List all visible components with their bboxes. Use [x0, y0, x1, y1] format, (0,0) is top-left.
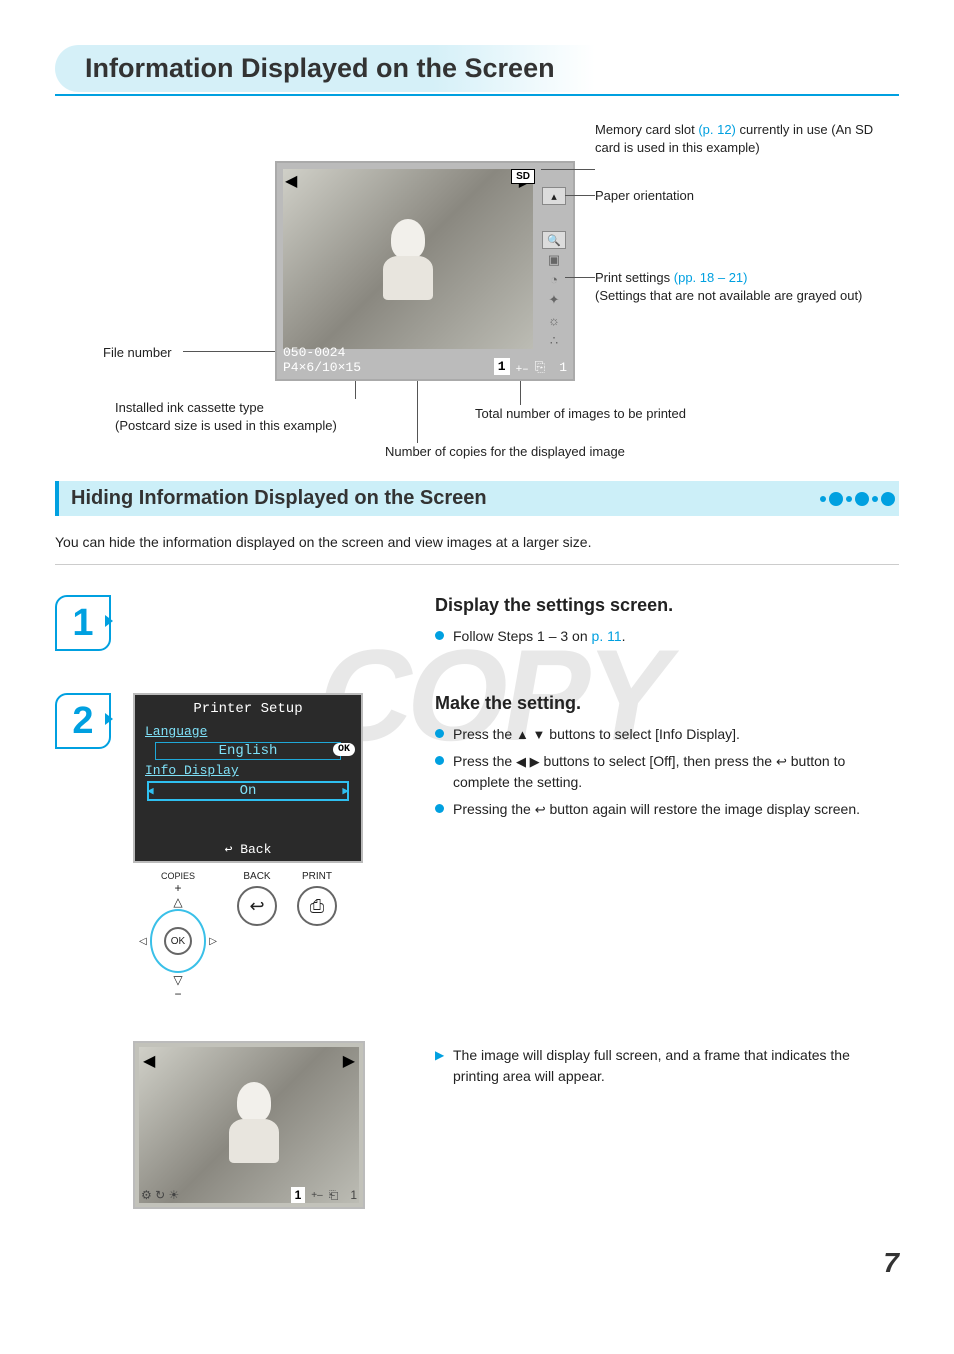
result-row: ◀ ▶ ⚙ ↻ ☀ 1 +– ⎗ 1 The image will displa… [55, 1041, 899, 1209]
preview-plus-minus-icon: +– [311, 1190, 322, 1201]
ok-badge: OK [333, 743, 355, 756]
back-button: BACK ↩ [237, 871, 277, 926]
sd-badge: SD [511, 169, 535, 184]
side-column: ▴ 🔍 ▣ ◔ ✦ ☼ ∴ [539, 187, 569, 350]
setting-icon-4: ☼ [548, 312, 560, 330]
bar-icons: ⚙ ↻ ☀ [141, 1188, 179, 1202]
ok-button: OK [164, 927, 192, 955]
step-2-bullet-1: Press the ▲ ▼ buttons to select [Info Di… [435, 724, 899, 745]
divider [55, 564, 899, 565]
dpad: COPIES +△ ◁ OK ▷ ▽− [139, 871, 217, 1001]
ok-button-circle: OK [150, 909, 207, 973]
lcd-info-display-label: Info Display [141, 762, 355, 779]
return-icon: ↩ [776, 754, 787, 769]
main-title-container: Information Displayed on the Screen [55, 40, 899, 96]
preview-bottom-bar: ⚙ ↻ ☀ 1 +– ⎗ 1 [141, 1187, 357, 1203]
setting-icon-1: ▣ [548, 251, 560, 269]
page-number: 7 [883, 1247, 899, 1279]
callout-memory-slot: Memory card slot (p. 12) currently in us… [595, 121, 895, 156]
step-2-title: Make the setting. [435, 693, 899, 714]
total-images: 1 [559, 360, 567, 375]
lcd-back: ↩ Back [135, 842, 361, 857]
step-1-title: Display the settings screen. [435, 595, 899, 616]
print-queue-icon: ⎘ [535, 360, 545, 375]
lcd-screenshot: ◀ ▶ SD ▴ 🔍 ▣ ◔ ✦ ☼ ∴ 050-0024 P4×6/10×15… [275, 161, 575, 381]
setting-icon-3: ✦ [549, 291, 560, 309]
preview-total: 1 [350, 1188, 357, 1202]
copies-box: 1 [494, 358, 510, 375]
result-text: The image will display full screen, and … [435, 1045, 899, 1087]
screen-info-diagram: ◀ ▶ SD ▴ 🔍 ▣ ◔ ✦ ☼ ∴ 050-0024 P4×6/10×15… [55, 121, 899, 481]
section-title: Hiding Information Displayed on the Scre… [71, 487, 487, 509]
dog-photo [373, 214, 443, 304]
copies-label: COPIES [139, 871, 217, 881]
photo-area [283, 169, 533, 349]
dog-photo-2 [219, 1077, 289, 1167]
step-2-bullet-3: Pressing the ↩ button again will restore… [435, 799, 899, 820]
control-buttons: COPIES +△ ◁ OK ▷ ▽− BACK ↩ PRINT ⎙ [133, 871, 413, 1001]
up-down-icon: ▲ ▼ [516, 727, 545, 742]
intro-text: You can hide the information displayed o… [55, 534, 899, 550]
left-right-icon: ◀ ▶ [516, 754, 540, 769]
step-2: 2 Printer Setup Language English Info Di… [55, 693, 899, 1001]
step-1-bullet: Follow Steps 1 – 3 on p. 11. [435, 626, 899, 647]
lcd-info-display-value: On [147, 781, 349, 801]
nav-left-icon: ◀ [285, 171, 297, 191]
lcd-language-label: Language [141, 723, 355, 740]
preview-copies-box: 1 [291, 1187, 306, 1203]
paper-orientation-icon: ▴ [542, 187, 566, 205]
callout-file-number: File number [103, 344, 172, 362]
step-2-bullet-2: Press the ◀ ▶ buttons to select [Off], t… [435, 751, 899, 793]
zoom-icon: 🔍 [542, 231, 566, 249]
print-icon: ⎙ [297, 886, 337, 926]
print-button: PRINT ⎙ [297, 871, 337, 926]
callout-copies: Number of copies for the displayed image [385, 443, 625, 461]
file-number-line2: P4×6/10×15 [283, 361, 361, 375]
file-number-line1: 050-0024 [283, 346, 361, 360]
callout-ink-cassette: Installed ink cassette type (Postcard si… [115, 399, 415, 434]
plus-minus-icon: +– [516, 366, 529, 375]
decorative-dots [820, 481, 899, 516]
callout-paper-orientation: Paper orientation [595, 187, 694, 205]
callout-print-settings: Print settings (pp. 18 – 21) (Settings t… [595, 269, 895, 304]
return-icon-2: ↩ [535, 802, 546, 817]
back-icon: ↩ [237, 886, 277, 926]
step-1-number: 1 [55, 595, 111, 651]
bottom-info-bar: 050-0024 P4×6/10×15 1 +– ⎘ 1 [283, 346, 567, 375]
callout-total-images: Total number of images to be printed [475, 405, 686, 423]
step-1: 1 Display the settings screen. Follow St… [55, 595, 899, 653]
step-2-number: 2 [55, 693, 111, 749]
preview-queue-icon: ⎗ [329, 1188, 339, 1203]
fullscreen-photo: ◀ ▶ [139, 1047, 359, 1203]
lcd-language-value: English [155, 742, 341, 760]
printer-setup-lcd: Printer Setup Language English Info Disp… [133, 693, 363, 863]
main-title: Information Displayed on the Screen [55, 45, 595, 92]
file-number-block: 050-0024 P4×6/10×15 [283, 346, 361, 375]
lcd-title: Printer Setup [141, 701, 355, 717]
section-banner: Hiding Information Displayed on the Scre… [55, 481, 899, 516]
setting-icon-2: ◔ [550, 271, 558, 289]
fullscreen-preview: ◀ ▶ ⚙ ↻ ☀ 1 +– ⎗ 1 [133, 1041, 365, 1209]
